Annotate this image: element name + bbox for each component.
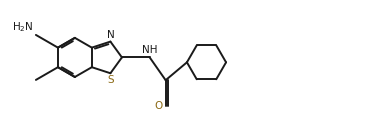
Text: S: S (107, 75, 114, 85)
Text: O: O (155, 101, 163, 111)
Text: NH: NH (142, 45, 158, 55)
Text: N: N (107, 30, 114, 40)
Text: H$_2$N: H$_2$N (12, 20, 34, 34)
